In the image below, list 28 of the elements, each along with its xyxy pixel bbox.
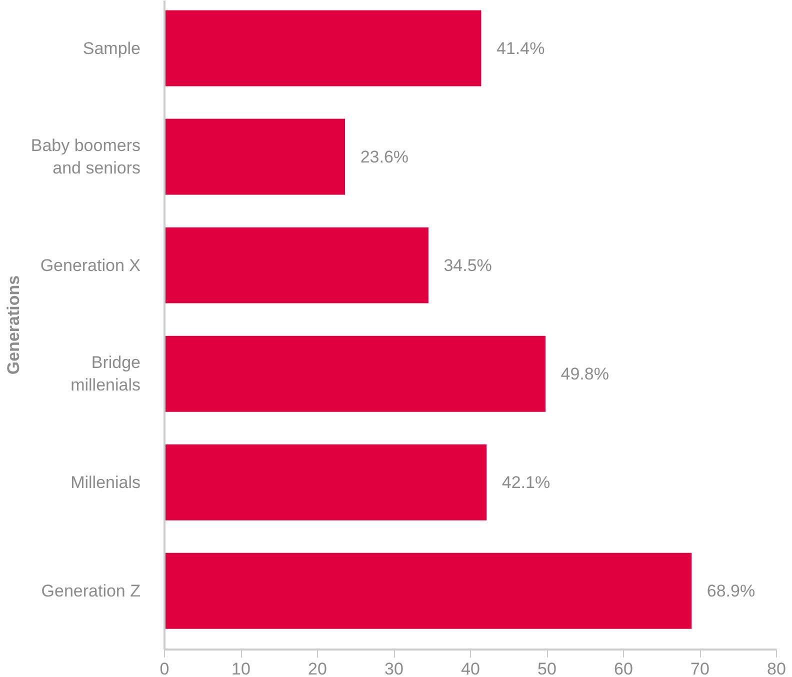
bar [164,227,428,304]
x-tick-label: 0 [160,660,170,677]
y-tick-label: Generation X [40,256,141,275]
bar [164,118,346,195]
data-label: 41.4% [496,38,545,58]
bar [164,336,546,412]
data-label: 42.1% [502,472,550,492]
data-label: 68.9% [706,581,756,600]
y-axis-title: Generations [4,275,23,375]
y-tick-label: Sample [82,38,140,58]
x-tick-label: 40 [461,660,480,677]
x-tick-label: 70 [690,660,710,677]
x-tick-label: 20 [308,660,327,677]
x-tick-label: 50 [538,660,556,677]
data-label: 49.8% [560,364,609,384]
bar [164,552,692,629]
y-tick-label: Millenials [70,472,141,492]
y-tick-label: Bridge millenials [70,352,141,395]
x-tick-label: 30 [384,660,404,677]
y-tick-label: Generation Z [41,581,141,600]
x-tick-label: 60 [614,660,633,677]
y-tick-label: Baby boomers and seniors [30,136,141,178]
bar [164,444,487,520]
bar [164,10,482,86]
x-tick-label: 80 [767,660,786,677]
data-label: 34.5% [444,256,492,275]
x-tick-label: 10 [232,660,250,677]
data-label: 23.6% [360,147,409,166]
